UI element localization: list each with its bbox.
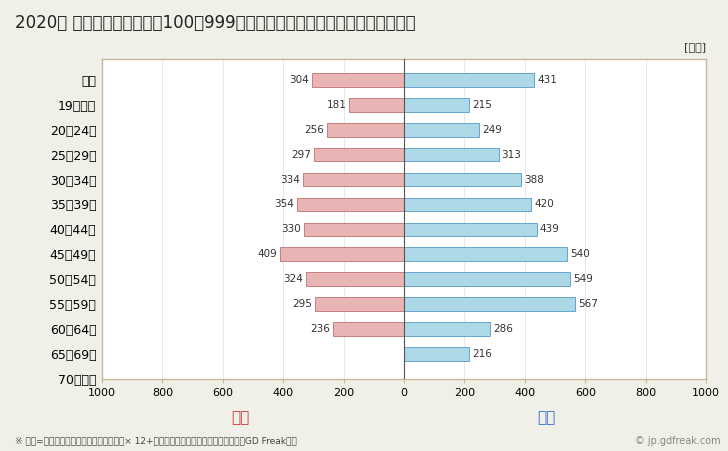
Bar <box>404 347 470 361</box>
Text: 324: 324 <box>283 274 303 284</box>
Bar <box>314 148 404 161</box>
Bar <box>404 73 534 87</box>
Text: 286: 286 <box>494 324 513 334</box>
Bar <box>297 198 404 211</box>
Text: 334: 334 <box>280 175 300 184</box>
Text: 313: 313 <box>502 150 521 160</box>
Bar <box>404 173 521 186</box>
Text: 304: 304 <box>290 75 309 85</box>
Bar <box>404 98 469 112</box>
Text: ※ 年収=「きまって支給する現金給与額」× 12+「年間賞与その他特別給与額」としてGD Freak推計: ※ 年収=「きまって支給する現金給与額」× 12+「年間賞与その他特別給与額」と… <box>15 437 296 446</box>
Text: 216: 216 <box>472 349 492 359</box>
Bar <box>315 297 404 311</box>
Bar <box>312 73 404 87</box>
Bar <box>404 322 491 336</box>
Text: © jp.gdfreak.com: © jp.gdfreak.com <box>635 436 721 446</box>
Text: [万円]: [万円] <box>684 42 706 52</box>
Bar <box>306 272 404 286</box>
Text: 男性: 男性 <box>537 410 555 425</box>
Text: 236: 236 <box>310 324 330 334</box>
Text: 2020年 民間企業（従業者数100～999人）フルタイム労働者の男女別平均年収: 2020年 民間企業（従業者数100～999人）フルタイム労働者の男女別平均年収 <box>15 14 415 32</box>
Text: 295: 295 <box>292 299 312 309</box>
Text: 439: 439 <box>539 224 560 235</box>
Bar <box>303 173 404 186</box>
Text: 354: 354 <box>274 199 294 209</box>
Bar <box>327 123 404 137</box>
Bar <box>404 297 575 311</box>
Text: 297: 297 <box>291 150 312 160</box>
Bar <box>404 272 570 286</box>
Bar <box>404 248 567 261</box>
Text: 549: 549 <box>573 274 593 284</box>
Bar <box>333 322 404 336</box>
Text: 249: 249 <box>482 124 502 135</box>
Text: 540: 540 <box>570 249 590 259</box>
Bar <box>404 222 537 236</box>
Text: 215: 215 <box>472 100 492 110</box>
Bar <box>304 222 404 236</box>
Text: 420: 420 <box>534 199 554 209</box>
Text: 567: 567 <box>578 299 598 309</box>
Text: 431: 431 <box>537 75 557 85</box>
Bar <box>404 198 531 211</box>
Text: 女性: 女性 <box>231 410 250 425</box>
Bar <box>404 148 499 161</box>
Text: 330: 330 <box>282 224 301 235</box>
Text: 388: 388 <box>524 175 544 184</box>
Bar <box>404 123 479 137</box>
Text: 409: 409 <box>258 249 277 259</box>
Bar <box>280 248 404 261</box>
Text: 256: 256 <box>304 124 324 135</box>
Bar <box>349 98 404 112</box>
Text: 181: 181 <box>326 100 347 110</box>
